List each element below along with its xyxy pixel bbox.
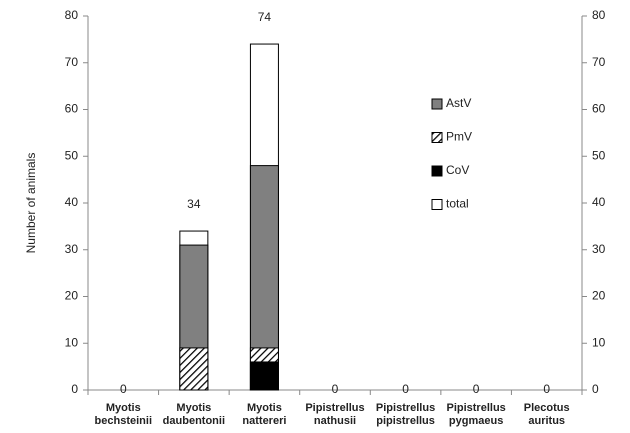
legend-label: PmV [446,130,472,144]
y-tick-label: 30 [65,242,79,256]
y-tick-label: 20 [65,289,79,303]
x-tick-label: Myotis bechsteinii [94,402,153,427]
x-tick-label: Plecotus auritus [523,402,570,427]
legend-label: CoV [446,163,469,177]
x-tick-label: Myotis nattereri [242,402,287,427]
y-tick-label: 60 [65,102,79,116]
value-label: 0 [543,382,550,396]
y2-tick-label: 40 [592,195,606,209]
y2-tick-label: 70 [592,55,606,69]
value-label: 74 [258,10,272,24]
y2-tick-label: 20 [592,289,606,303]
y-tick-label: 0 [71,382,78,396]
y-tick-label: 70 [65,55,79,69]
legend-label: AstV [446,96,471,110]
value-label: 0 [473,382,480,396]
y2-tick-label: 10 [592,335,606,349]
legend-swatch [431,98,443,110]
y2-tick-label: 80 [592,8,606,22]
value-label: 0 [120,382,127,396]
y2-tick-label: 30 [592,242,606,256]
value-label: 0 [332,382,339,396]
bar [179,347,209,391]
bar [249,361,279,391]
value-label: 34 [187,197,201,211]
x-tick-label: Pipistrellus pipistrellus [375,402,436,427]
y2-tick-label: 60 [592,102,606,116]
legend-label: total [446,197,469,211]
y-tick-label: 80 [65,8,79,22]
y-tick-label: 50 [65,148,79,162]
y2-tick-label: 50 [592,148,606,162]
x-tick-label: Myotis daubentonii [162,402,225,427]
x-tick-label: Pipistrellus nathusii [305,402,365,427]
legend-swatch [431,165,443,177]
value-label: 0 [402,382,409,396]
y-tick-label: 40 [65,195,79,209]
x-tick-label: Pipistrellus pygmaeus [446,402,506,427]
y2-tick-label: 0 [592,382,599,396]
legend-swatch [431,132,443,143]
y-axis-label: Number of animals [24,153,38,254]
legend-swatch [431,199,443,210]
y-tick-label: 10 [65,335,79,349]
